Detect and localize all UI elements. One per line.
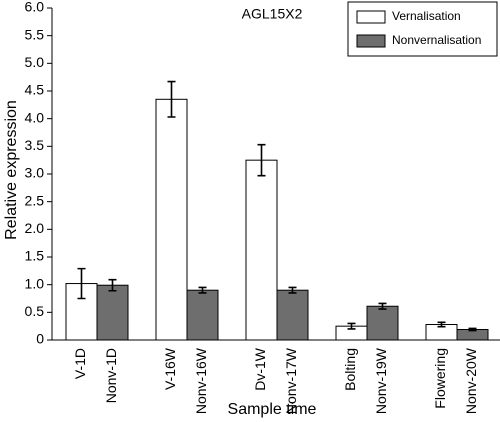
bar (276, 289, 309, 341)
error-bar (378, 302, 387, 310)
error-bar (77, 267, 86, 300)
x-tick-label: Nonv-20W (463, 347, 479, 414)
bar (245, 159, 278, 341)
legend-swatch (356, 34, 386, 48)
y-tick-label: 1.0 (25, 275, 45, 291)
y-tick-label: 4.0 (25, 109, 45, 125)
x-tick-label: Bolting (342, 348, 358, 391)
x-tick-label: Nonv-16W (193, 347, 209, 414)
y-tick-label: 0.5 (25, 303, 45, 319)
x-tick-label: V-1D (72, 348, 88, 379)
y-tick-label: 4.5 (25, 82, 45, 98)
error-bar (108, 278, 117, 292)
x-axis-label: Sample time (228, 401, 317, 418)
y-axis-label: Relative expression (3, 100, 20, 240)
x-tick-label: Nonv-19W (373, 347, 389, 414)
error-bar (437, 321, 446, 328)
bar (96, 284, 129, 341)
legend-swatch (356, 10, 386, 24)
legend-label: Nonvernalisation (392, 33, 481, 47)
x-tick-label: V-16W (162, 347, 178, 390)
x-tick-label: Flowering (432, 348, 448, 409)
error-bar (167, 80, 176, 118)
y-tick-label: 5.5 (25, 26, 45, 42)
error-bar (347, 322, 356, 330)
y-tick-label: 3.5 (25, 137, 45, 153)
error-bar (288, 286, 297, 294)
y-tick-label: 3.0 (25, 165, 45, 181)
y-tick-label: 1.5 (25, 248, 45, 264)
y-tick-label: 0 (36, 331, 44, 347)
y-tick-label: 5.0 (25, 54, 45, 70)
error-bar (257, 143, 266, 177)
error-bar (198, 286, 207, 294)
bar (186, 289, 219, 341)
chart-title: AGL15X2 (242, 6, 303, 22)
bar (366, 305, 399, 341)
x-tick-label: Nonv-1D (103, 348, 119, 403)
bar (155, 98, 188, 341)
y-tick-label: 2.0 (25, 220, 45, 236)
error-bar (468, 327, 477, 332)
x-tick-label: Dv-1W (252, 347, 268, 391)
y-tick-label: 6.0 (25, 0, 45, 15)
legend-label: Vernalisation (392, 9, 461, 23)
y-tick-label: 2.5 (25, 192, 45, 208)
x-tick-label: Nonv-17W (283, 347, 299, 414)
